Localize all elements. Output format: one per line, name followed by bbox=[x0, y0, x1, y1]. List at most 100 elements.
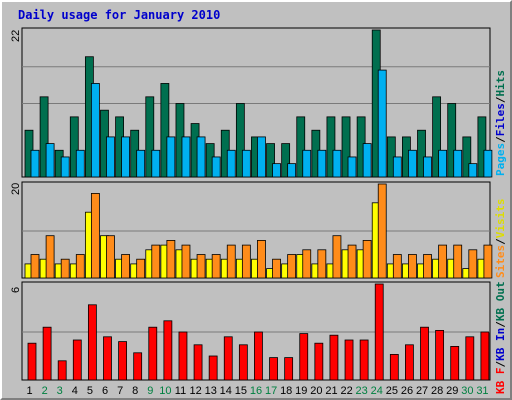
bar-pages-day-9 bbox=[151, 149, 161, 178]
bar-sites-day-2 bbox=[45, 235, 55, 279]
bar-kb-f-day-17 bbox=[269, 357, 278, 381]
bar-kb-f-day-15 bbox=[238, 344, 248, 381]
bar-pages-day-16 bbox=[257, 136, 266, 178]
bar-kb-f-day-1 bbox=[27, 342, 37, 381]
bar-hits-day-9 bbox=[145, 96, 155, 178]
bar-hits-day-27 bbox=[417, 129, 426, 178]
bar-sites-day-3 bbox=[60, 258, 70, 279]
day-label-24: 24 bbox=[371, 385, 383, 397]
bar-sites-day-16 bbox=[257, 239, 266, 279]
day-label-4: 4 bbox=[72, 385, 78, 397]
bar-kb-f-day-31 bbox=[480, 331, 490, 381]
bar-kb-f-day-14 bbox=[223, 336, 233, 381]
day-label-6: 6 bbox=[102, 385, 108, 397]
bar-pages-day-13 bbox=[211, 156, 221, 178]
bar-pages-day-22 bbox=[347, 156, 357, 178]
day-label-21: 21 bbox=[325, 385, 337, 397]
day-label-20: 20 bbox=[310, 385, 322, 397]
day-label-27: 27 bbox=[416, 385, 428, 397]
bar-pages-day-10 bbox=[166, 136, 176, 178]
bar-pages-day-25 bbox=[392, 156, 402, 178]
bar-pages-day-3 bbox=[60, 156, 70, 178]
bar-pages-day-17 bbox=[272, 163, 281, 178]
bar-kb-f-day-11 bbox=[178, 331, 188, 381]
bar-kb-f-day-13 bbox=[208, 355, 218, 381]
bar-hits-day-15 bbox=[235, 103, 245, 178]
day-label-26: 26 bbox=[401, 385, 413, 397]
bar-kb-f-day-23 bbox=[359, 339, 369, 381]
day-label-16: 16 bbox=[250, 385, 262, 397]
bar-sites-day-23 bbox=[362, 239, 372, 279]
bar-kb-f-day-10 bbox=[163, 320, 173, 381]
day-label-19: 19 bbox=[295, 385, 307, 397]
day-label-2: 2 bbox=[42, 385, 48, 397]
bar-kb-f-day-24 bbox=[374, 283, 384, 381]
bar-kb-f-day-21 bbox=[329, 334, 339, 381]
bar-kb-f-day-25 bbox=[389, 353, 399, 381]
bar-pages-day-14 bbox=[226, 149, 236, 178]
day-label-23: 23 bbox=[356, 385, 368, 397]
bar-hits-day-31 bbox=[477, 116, 487, 178]
bar-kb-f-day-26 bbox=[405, 344, 414, 381]
bar-sites-day-11 bbox=[181, 244, 191, 279]
bar-sites-day-17 bbox=[272, 258, 281, 279]
bar-pages-day-21 bbox=[332, 149, 342, 178]
bar-sites-day-9 bbox=[151, 244, 161, 279]
bar-hits-day-18 bbox=[281, 143, 291, 178]
day-label-15: 15 bbox=[235, 385, 247, 397]
bar-sites-day-7 bbox=[121, 254, 130, 279]
bar-hits-day-28 bbox=[432, 96, 442, 178]
bar-kb-f-day-29 bbox=[450, 345, 460, 381]
bar-hits-day-21 bbox=[326, 116, 336, 178]
bar-pages-day-29 bbox=[453, 149, 463, 178]
bar-pages-day-23 bbox=[362, 143, 372, 178]
day-label-29: 29 bbox=[446, 385, 458, 397]
bar-kb-f-day-7 bbox=[118, 341, 127, 381]
bar-pages-day-28 bbox=[438, 149, 448, 178]
bar-hits-day-4 bbox=[69, 116, 79, 178]
bar-pages-day-27 bbox=[423, 156, 432, 178]
day-label-31: 31 bbox=[476, 385, 488, 397]
day-label-10: 10 bbox=[159, 385, 171, 397]
bar-hits-day-29 bbox=[447, 103, 457, 178]
bar-pages-day-19 bbox=[302, 149, 312, 178]
bar-hits-day-19 bbox=[296, 116, 306, 178]
bar-kb-f-day-6 bbox=[103, 336, 112, 381]
bar-hits-day-22 bbox=[341, 116, 351, 178]
bar-sites-day-14 bbox=[226, 244, 236, 279]
bar-hits-day-17 bbox=[266, 143, 275, 178]
bar-kb-f-day-27 bbox=[420, 326, 429, 381]
bar-sites-day-19 bbox=[302, 249, 312, 279]
bar-pages-day-5 bbox=[90, 83, 100, 178]
day-label-11: 11 bbox=[175, 385, 186, 397]
bar-sites-day-4 bbox=[75, 254, 85, 279]
chart-title: Daily usage for January 2010 bbox=[18, 8, 221, 22]
bar-pages-day-24 bbox=[377, 69, 387, 178]
bar-sites-day-30 bbox=[468, 249, 478, 279]
bar-kb-f-day-9 bbox=[148, 326, 158, 381]
bar-sites-day-18 bbox=[287, 254, 297, 279]
day-label-14: 14 bbox=[220, 385, 232, 397]
bar-sites-day-6 bbox=[106, 235, 115, 279]
day-label-18: 18 bbox=[280, 385, 292, 397]
day-label-25: 25 bbox=[386, 385, 398, 397]
bar-sites-day-26 bbox=[408, 254, 417, 279]
bar-sites-day-24 bbox=[377, 183, 387, 279]
bar-pages-day-8 bbox=[136, 149, 146, 178]
bar-sites-day-25 bbox=[392, 254, 402, 279]
bar-sites-day-15 bbox=[241, 244, 251, 279]
bar-pages-day-2 bbox=[45, 143, 55, 178]
bar-pages-day-30 bbox=[468, 163, 478, 178]
bar-sites-day-27 bbox=[423, 254, 432, 279]
bar-kb-f-day-2 bbox=[42, 326, 52, 381]
day-label-5: 5 bbox=[87, 385, 93, 397]
bar-kb-f-day-28 bbox=[435, 329, 445, 381]
bar-kb-f-day-12 bbox=[193, 344, 203, 381]
day-label-9: 9 bbox=[147, 385, 153, 397]
bar-pages-day-12 bbox=[196, 136, 206, 178]
bar-pages-day-31 bbox=[483, 149, 493, 178]
bar-sites-day-22 bbox=[347, 244, 357, 279]
bar-pages-day-7 bbox=[121, 136, 130, 178]
bar-hits-day-10 bbox=[160, 83, 170, 178]
bar-sites-day-29 bbox=[453, 244, 463, 279]
